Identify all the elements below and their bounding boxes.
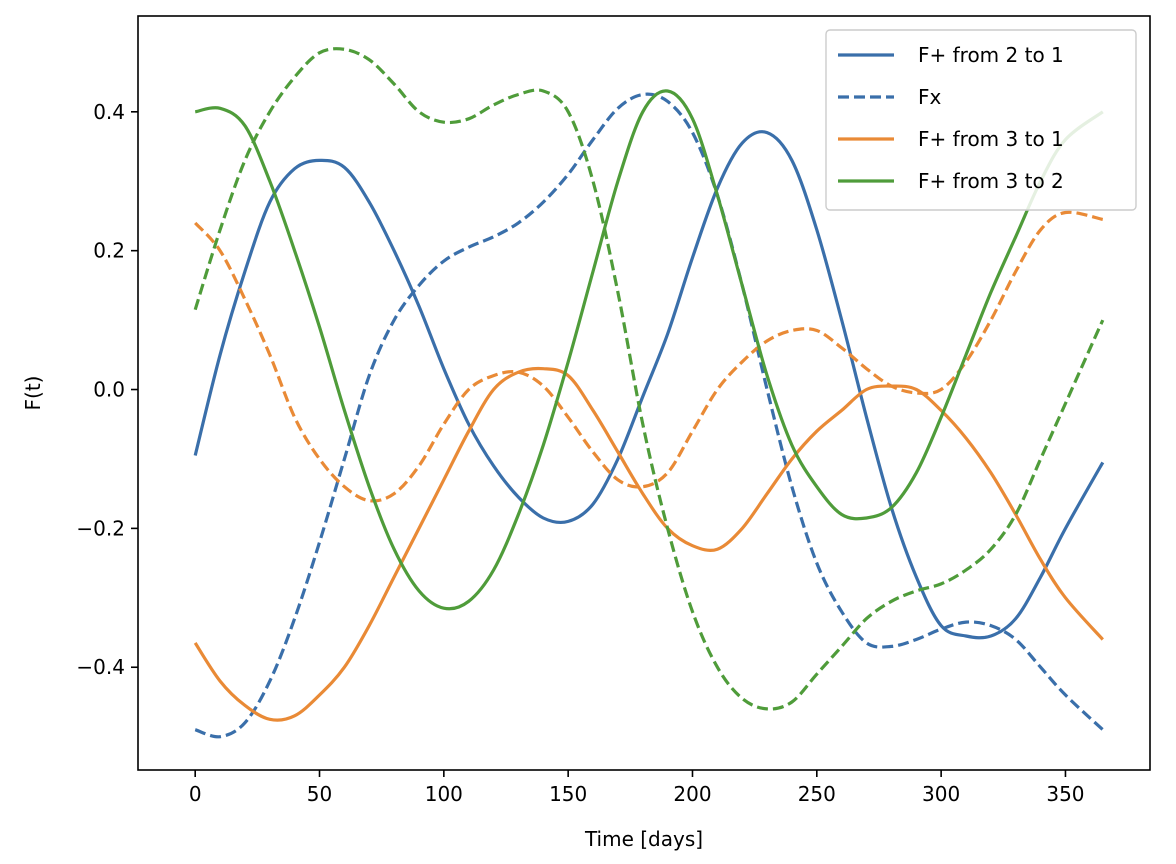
y-tick-label: −0.2 <box>76 516 125 540</box>
y-axis-label: F(t) <box>21 376 45 411</box>
legend-label: F+ from 2 to 1 <box>918 43 1064 67</box>
x-axis: 0 50 100 150 200 250 300 350 <box>189 770 1085 806</box>
series-line-4 <box>194 89 1104 611</box>
x-tick-label: 300 <box>922 782 960 806</box>
x-tick-label: 350 <box>1046 782 1084 806</box>
y-tick-label: 0.2 <box>93 239 125 263</box>
series-layer <box>193 47 1105 739</box>
y-tick-label: 0.4 <box>93 100 125 124</box>
legend-label: F+ from 3 to 1 <box>918 127 1064 151</box>
legend-box <box>825 29 1137 211</box>
x-axis-label: Time [days] <box>584 827 703 851</box>
x-tick-label: 0 <box>189 782 202 806</box>
series-line-0 <box>193 130 1105 640</box>
legend-label: Fx <box>918 85 942 109</box>
legend-label: F+ from 3 to 2 <box>918 169 1064 193</box>
x-tick-label: 50 <box>307 782 332 806</box>
x-tick-label: 250 <box>798 782 836 806</box>
y-tick-label: −0.4 <box>76 655 125 679</box>
plot-frame <box>137 15 1151 771</box>
x-tick-label: 150 <box>549 782 587 806</box>
legend: F+ from 2 to 1 Fx F+ from 3 to 1 F+ from 3 … <box>825 29 1137 211</box>
series-line-3 <box>194 210 1104 503</box>
series-line-2 <box>193 366 1104 722</box>
x-tick-label: 200 <box>673 782 711 806</box>
y-tick-label: 0.0 <box>93 378 125 402</box>
series-line-5 <box>193 47 1105 711</box>
x-tick-label: 100 <box>425 782 463 806</box>
series-line-1 <box>194 92 1104 739</box>
y-axis: −0.4 −0.2 0.0 0.2 0.4 <box>76 100 138 679</box>
